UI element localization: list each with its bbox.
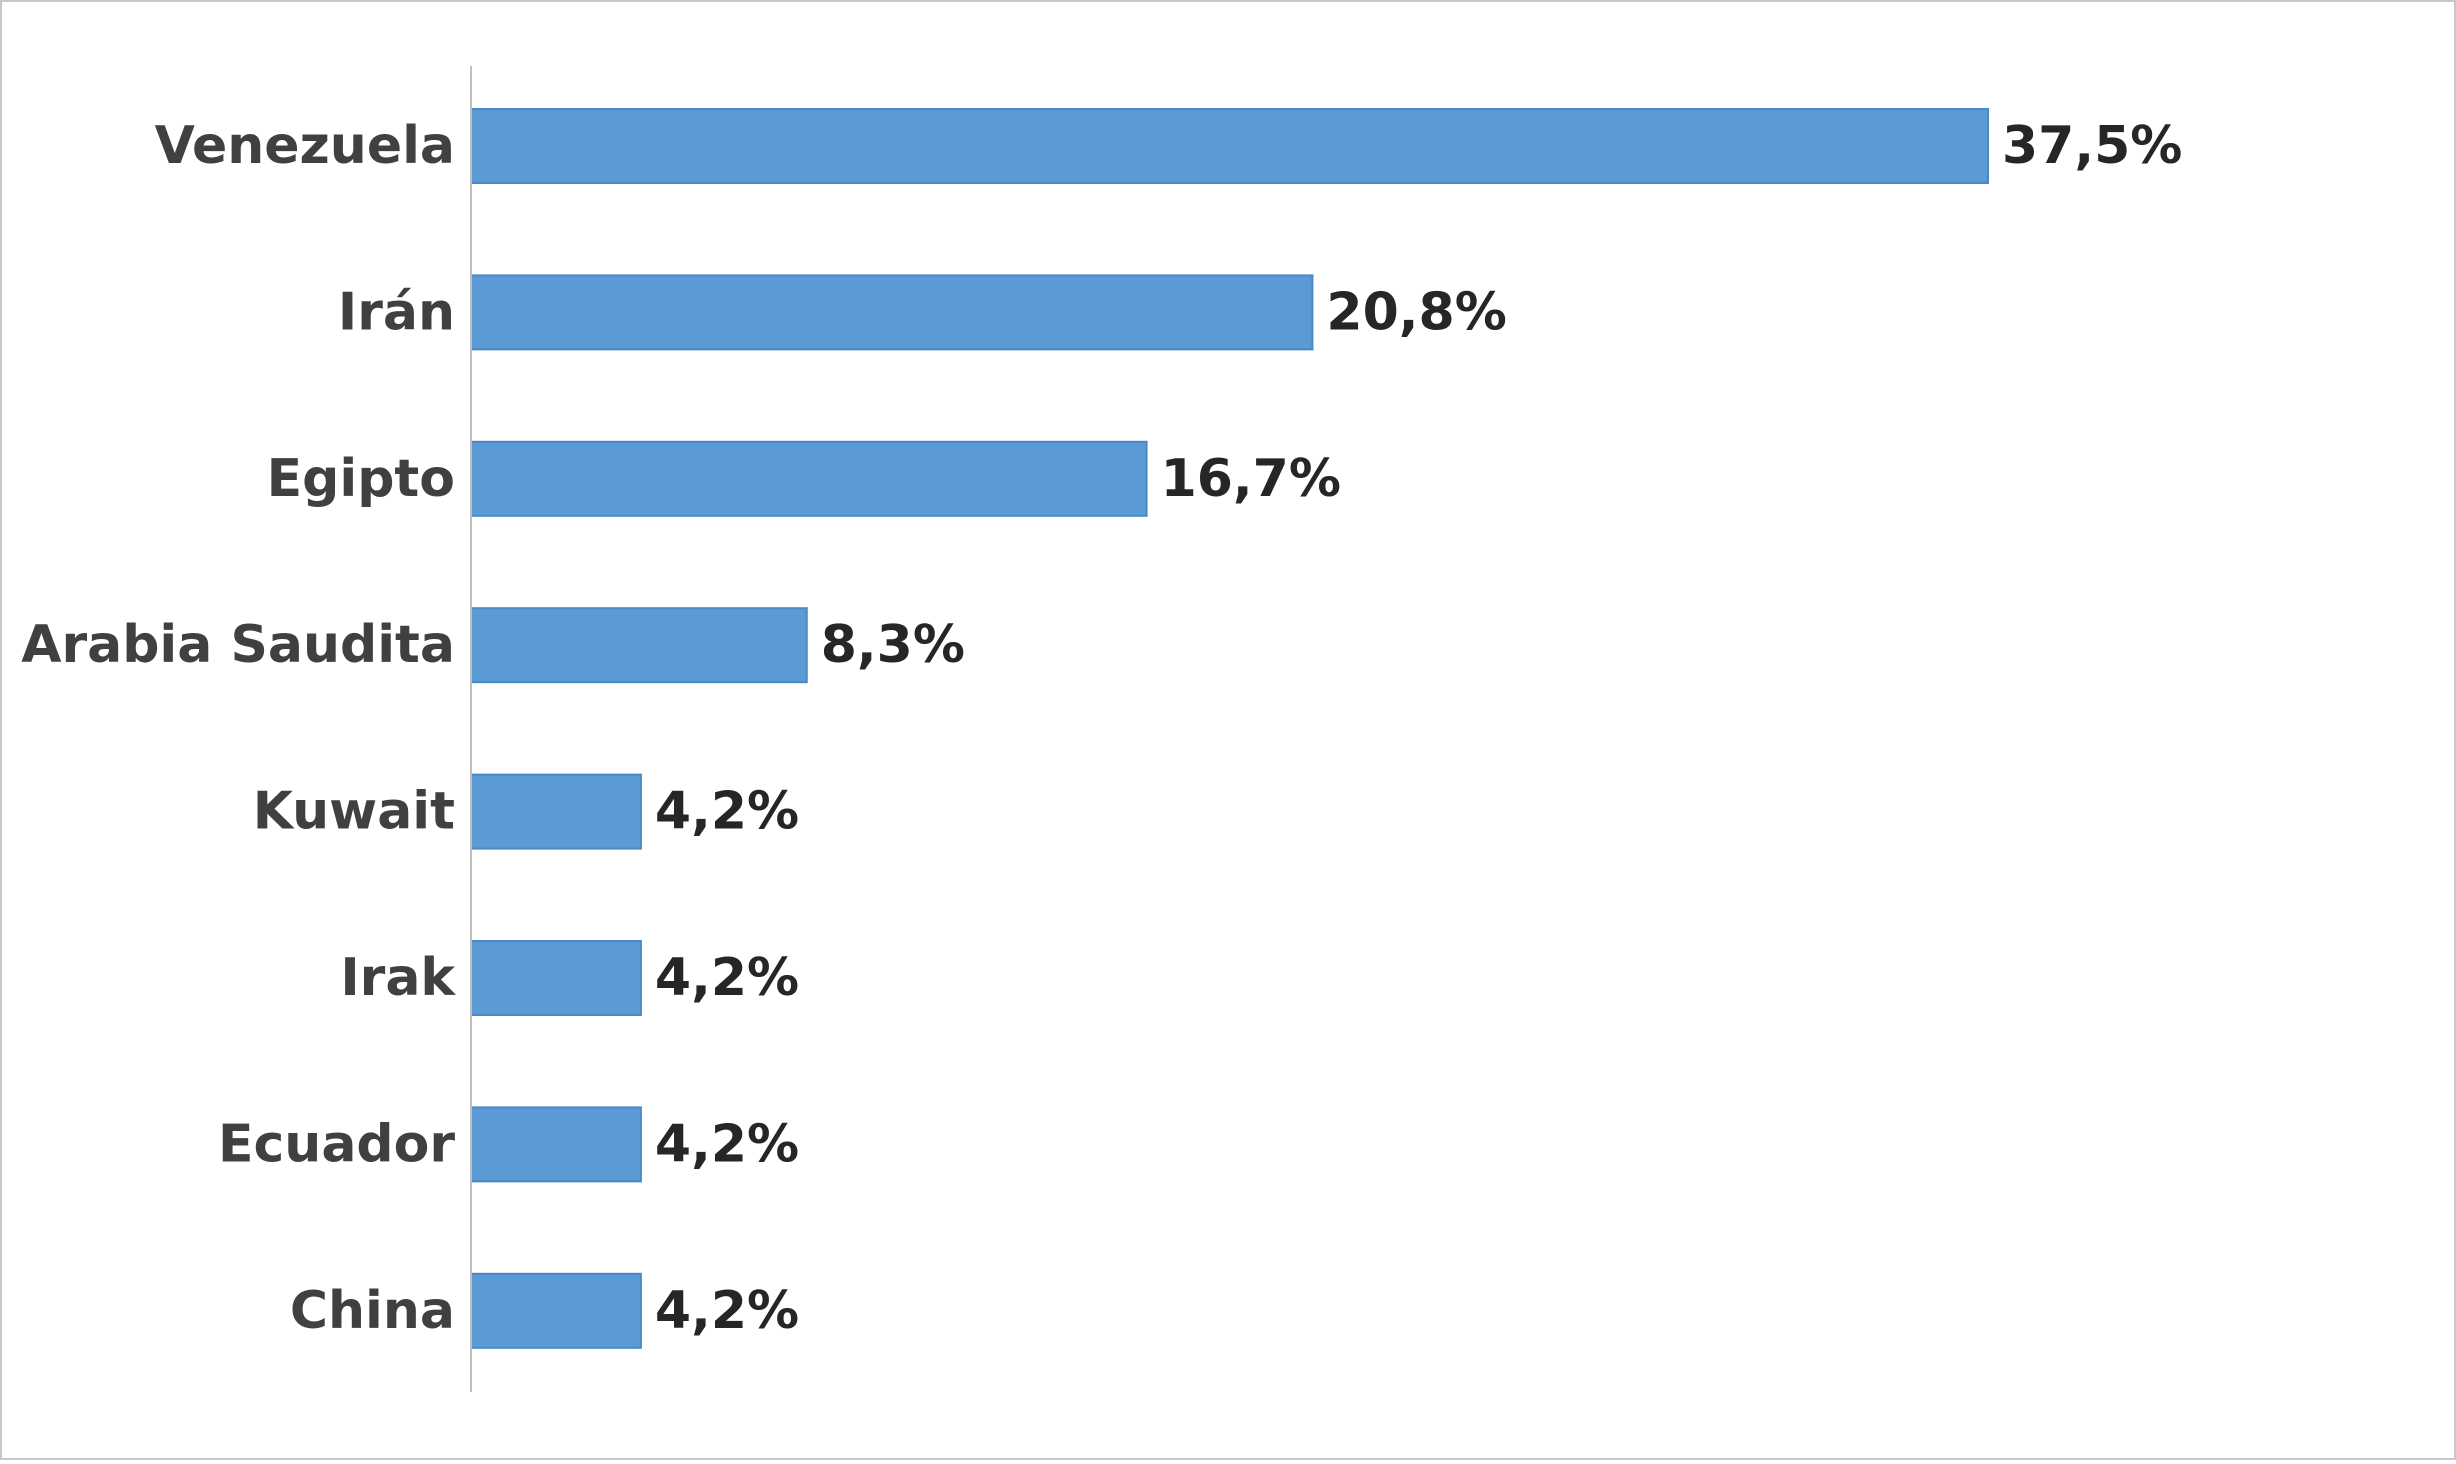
bar-china bbox=[470, 1272, 642, 1349]
value-label-egipto: 16,7% bbox=[1161, 449, 1341, 509]
bar-egipto bbox=[470, 440, 1148, 517]
category-label-iran: Irán bbox=[338, 282, 455, 342]
category-label-kuwait: Kuwait bbox=[253, 782, 455, 842]
value-label-ecuador: 4,2% bbox=[655, 1114, 799, 1174]
bar-irak bbox=[470, 940, 642, 1016]
bar-kuwait bbox=[470, 773, 642, 850]
labels-group: Venezuela 37,5% Irán 20,8% Egipto 16,7% Arabia… bbox=[21, 116, 2182, 1341]
category-label-arabia-saudita: Arabia Saudita bbox=[21, 615, 455, 675]
category-label-venezuela: Venezuela bbox=[155, 116, 455, 176]
value-label-venezuela: 37,5% bbox=[2002, 116, 2182, 176]
value-label-irak: 4,2% bbox=[655, 948, 799, 1008]
value-label-iran: 20,8% bbox=[1326, 282, 1506, 342]
category-label-egipto: Egipto bbox=[267, 449, 455, 509]
bar-iran bbox=[470, 274, 1314, 351]
value-label-china: 4,2% bbox=[655, 1281, 799, 1341]
value-label-kuwait: 4,2% bbox=[655, 782, 799, 842]
value-label-arabia-saudita: 8,3% bbox=[821, 615, 965, 675]
category-label-china: China bbox=[290, 1281, 455, 1341]
category-label-ecuador: Ecuador bbox=[218, 1114, 455, 1174]
bar-venezuela bbox=[470, 108, 1989, 184]
category-label-irak: Irak bbox=[340, 948, 456, 1008]
bar-ecuador bbox=[470, 1106, 642, 1183]
bar-arabia-saudita bbox=[470, 607, 808, 684]
bars-group bbox=[470, 108, 1989, 1349]
